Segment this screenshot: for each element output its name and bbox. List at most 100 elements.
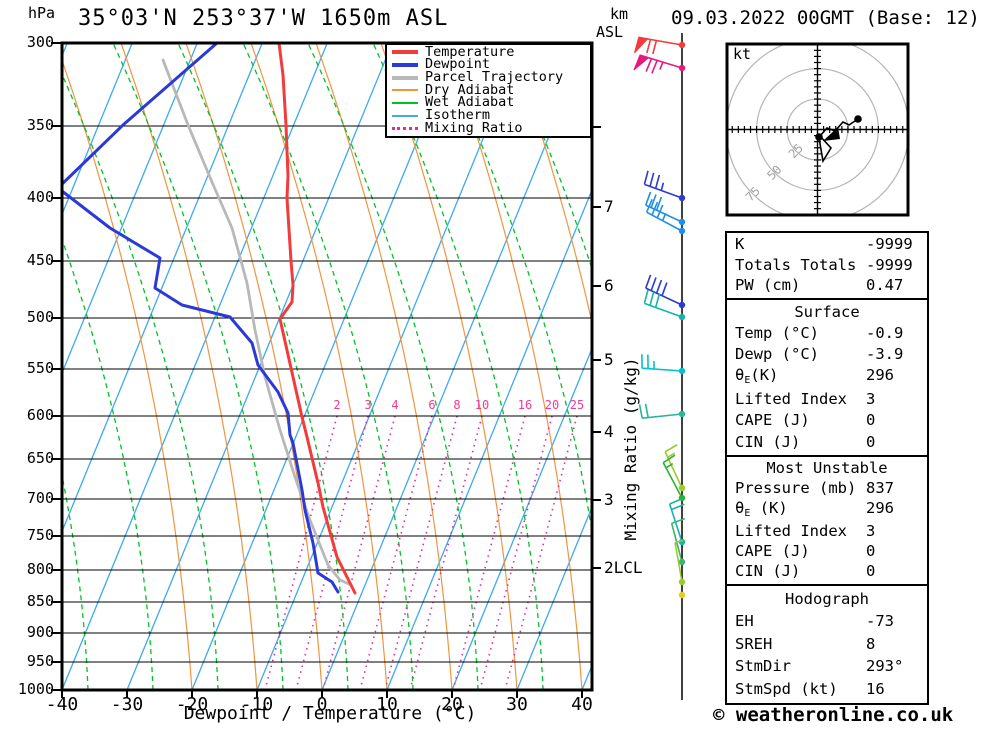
temperature-axis-label: 40 bbox=[571, 694, 593, 715]
stat-row: θE (K) 296 bbox=[727, 501, 927, 519]
stat-row: CAPE (J) 0 bbox=[727, 544, 927, 560]
pressure-axis-label: 450 bbox=[26, 251, 54, 269]
mixing-ratio-value-label: 16 bbox=[517, 398, 533, 412]
wind-barb bbox=[644, 191, 686, 226]
stat-label: Temp (°C) bbox=[735, 324, 819, 343]
dry-adiabat-line bbox=[315, 43, 453, 690]
legend-swatch-dewpoint bbox=[392, 63, 418, 68]
temperature-axis-label: 30 bbox=[506, 694, 528, 715]
wet-adiabat-line bbox=[372, 43, 544, 690]
altitude-axis-unit-km: km bbox=[610, 5, 629, 23]
stat-value: 0.47 bbox=[866, 276, 904, 295]
legend-swatch-temperature bbox=[392, 50, 418, 55]
altitude-axis-unit-asl: ASL bbox=[596, 23, 624, 41]
pressure-axis-label: 950 bbox=[26, 652, 54, 670]
stat-row: SREH 8 bbox=[727, 636, 927, 653]
stat-label: θE(K) bbox=[727, 368, 866, 386]
dry-adiabat-line bbox=[185, 43, 323, 690]
legend-swatch-parcel-trajectory bbox=[392, 75, 418, 80]
isotherm-line bbox=[0, 43, 2, 690]
stat-row: StmSpd (kt) 16 bbox=[727, 679, 927, 698]
temperature-trace bbox=[277, 43, 357, 595]
legend-swatch-mixing-ratio bbox=[392, 127, 418, 131]
altitude-axis-label: 5 bbox=[604, 352, 614, 368]
stat-row: θE(K) 296 bbox=[727, 368, 927, 386]
wind-barb bbox=[668, 497, 686, 546]
wind-barb bbox=[645, 199, 686, 235]
stat-row: Pressure (mb) 837 bbox=[727, 481, 927, 497]
pressure-axis-label: 650 bbox=[26, 449, 54, 467]
temperature-axis-label: -30 bbox=[110, 694, 144, 715]
wind-barb-dot bbox=[678, 194, 686, 202]
stat-label: Dewp (°C) bbox=[735, 345, 819, 364]
stat-label: CIN (J) bbox=[735, 562, 801, 581]
stat-value: 16 bbox=[866, 679, 885, 698]
stat-label: EH bbox=[735, 612, 754, 631]
hodograph-ring-label: 50 bbox=[764, 162, 784, 182]
stat-label: CIN (J) bbox=[735, 432, 801, 451]
wind-barb-dot bbox=[678, 484, 686, 492]
altitude-axis-label: 7 bbox=[604, 199, 614, 215]
altitude-axis-label: 4 bbox=[604, 424, 614, 440]
mixing-ratio-value-label: 8 bbox=[453, 398, 461, 412]
temperature-axis-label: 0 bbox=[316, 694, 328, 715]
lcl-marker-label: LCL bbox=[613, 558, 643, 577]
isotherm-line bbox=[62, 43, 328, 690]
stat-row: PW (cm) 0.47 bbox=[727, 278, 927, 294]
stat-row: Dewp (°C) -3.9 bbox=[727, 347, 927, 363]
stat-value: 293° bbox=[866, 657, 904, 676]
stat-value: -3.9 bbox=[866, 345, 904, 364]
legend-swatch-dry-adiabat bbox=[392, 89, 418, 92]
mixing-ratio-line bbox=[295, 415, 369, 690]
hodograph-trace bbox=[818, 118, 859, 164]
mixing-ratio-value-label: 2 bbox=[333, 398, 341, 412]
mixing-ratio-axis-title: Mixing Ratio (g/kg) bbox=[621, 357, 640, 541]
pressure-axis-label: 750 bbox=[26, 526, 54, 544]
legend-item: Isotherm bbox=[387, 109, 590, 122]
wet-adiabat-line bbox=[112, 43, 284, 690]
stat-label: StmDir bbox=[735, 657, 791, 676]
wind-barb-dot bbox=[678, 227, 686, 235]
legend-label: Wet Adiabat bbox=[425, 94, 515, 111]
temperature-axis-label: 10 bbox=[376, 694, 398, 715]
isotherm-line bbox=[62, 43, 133, 217]
mixing-ratio-value-label: 25 bbox=[569, 398, 585, 412]
mixing-ratio-line bbox=[264, 415, 338, 690]
mixing-ratio-value-label: 6 bbox=[428, 398, 436, 412]
stat-label-part: θ bbox=[735, 366, 745, 385]
temperature-axis-label: -20 bbox=[175, 694, 209, 715]
stat-value: 3 bbox=[866, 390, 876, 409]
wet-adiabat-line bbox=[62, 237, 154, 690]
wet-adiabat-line bbox=[437, 43, 592, 536]
stat-label: Pressure (mb) bbox=[735, 479, 857, 498]
hodograph-level-dot bbox=[815, 133, 823, 141]
wind-barb bbox=[644, 274, 686, 309]
stat-row: EH -73 bbox=[727, 614, 927, 630]
altitude-axis-label: 6 bbox=[604, 278, 614, 294]
wind-barb bbox=[678, 591, 686, 599]
pressure-axis-label: 500 bbox=[26, 308, 54, 326]
panel-most-unstable: Most Unstable Pressure (mb) 837 θE (K) 296 Li… bbox=[725, 455, 929, 586]
stat-row: Lifted Index 3 bbox=[727, 392, 927, 408]
wet-adiabat-line bbox=[502, 43, 592, 271]
stat-row: Lifted Index 3 bbox=[727, 524, 927, 540]
stat-label: Lifted Index bbox=[735, 390, 847, 409]
wind-barb-dot bbox=[678, 64, 686, 72]
stat-label: CAPE (J) bbox=[735, 411, 810, 430]
legend: Temperature Dewpoint Parcel Trajectory Dry … bbox=[385, 43, 592, 138]
isotherm-line bbox=[516, 505, 592, 690]
legend-swatch-wet-adiabat bbox=[392, 102, 418, 105]
pressure-axis-label: 800 bbox=[26, 560, 54, 578]
pressure-axis-label: 550 bbox=[26, 359, 54, 377]
stat-label-part: E bbox=[744, 508, 751, 520]
dry-adiabat-line bbox=[575, 43, 592, 92]
legend-label: Dewpoint bbox=[425, 56, 491, 73]
wet-adiabat-line bbox=[307, 43, 479, 690]
pressure-axis-label: 350 bbox=[26, 116, 54, 134]
stat-value: 3 bbox=[866, 522, 876, 541]
wind-barb-dot bbox=[678, 410, 686, 418]
wind-barb bbox=[638, 403, 686, 419]
dewpoint-trace bbox=[62, 43, 340, 594]
isotherm-line bbox=[256, 43, 523, 690]
